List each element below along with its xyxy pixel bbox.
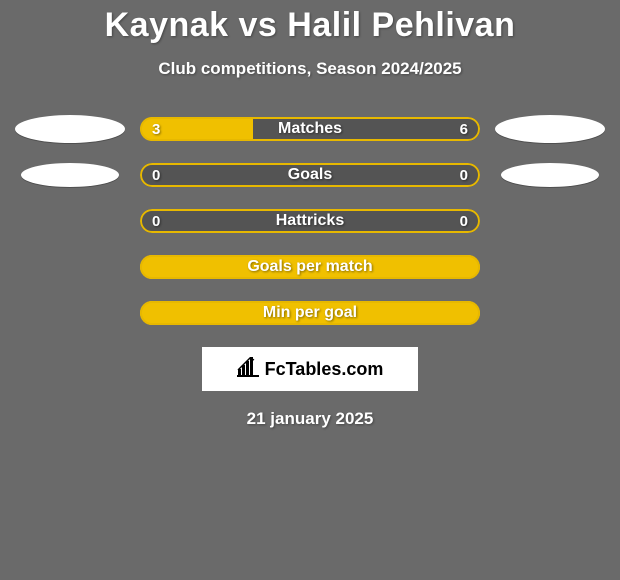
player-left-ellipse — [21, 163, 119, 187]
stat-bar: 00Goals — [140, 163, 480, 187]
stat-row: Min per goal — [0, 301, 620, 325]
bar-fill-left — [140, 301, 480, 325]
stat-rows: 36Matches 00Goals 00Hattricks Goals per mat… — [0, 117, 620, 325]
player-right-ellipse — [501, 163, 599, 187]
stat-bar: Min per goal — [140, 301, 480, 325]
stat-bar: Goals per match — [140, 255, 480, 279]
stat-row: Goals per match — [0, 255, 620, 279]
page-subtitle: Club competitions, Season 2024/2025 — [0, 59, 620, 79]
bar-chart-icon — [237, 357, 259, 382]
left-shape-slot — [0, 115, 140, 143]
stat-row: 36Matches — [0, 117, 620, 141]
right-shape-slot — [480, 115, 620, 143]
stat-row: 00Goals — [0, 163, 620, 187]
bar-fill-left — [140, 117, 253, 141]
comparison-infographic: Kaynak vs Halil Pehlivan Club competitio… — [0, 0, 620, 429]
page-title: Kaynak vs Halil Pehlivan — [0, 6, 620, 45]
left-shape-slot — [0, 163, 140, 187]
brand-text: FcTables.com — [265, 359, 384, 380]
player-left-ellipse — [15, 115, 125, 143]
stat-bar: 36Matches — [140, 117, 480, 141]
player-right-ellipse — [495, 115, 605, 143]
stat-bar: 00Hattricks — [140, 209, 480, 233]
bar-fill-left — [140, 255, 480, 279]
brand-inner: FcTables.com — [237, 357, 384, 382]
bar-bg — [140, 209, 480, 233]
bar-bg — [140, 163, 480, 187]
right-shape-slot — [480, 163, 620, 187]
date-line: 21 january 2025 — [0, 409, 620, 429]
stat-row: 00Hattricks — [0, 209, 620, 233]
brand-box: FcTables.com — [202, 347, 418, 391]
